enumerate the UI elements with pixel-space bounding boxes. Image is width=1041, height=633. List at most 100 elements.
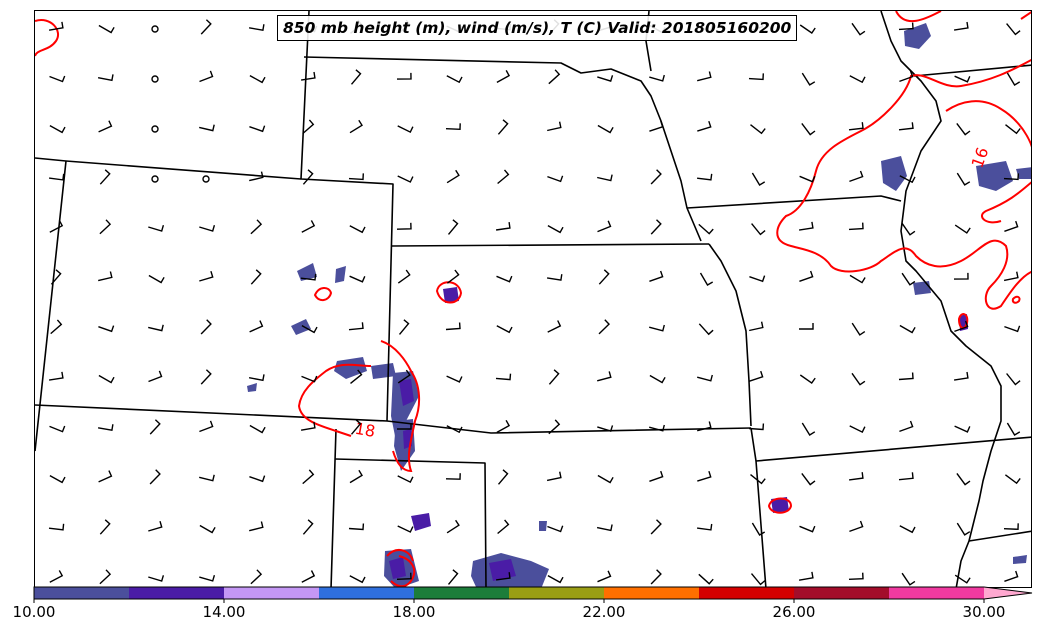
wind-barb — [302, 469, 315, 485]
wind-barb — [953, 21, 969, 31]
boundary-line — [708, 243, 752, 427]
wind-barb — [801, 72, 816, 86]
wind-barb — [697, 421, 712, 432]
wind-barb — [546, 471, 562, 482]
wind-barb — [497, 519, 510, 535]
map-panel: 16 18 — [34, 10, 1032, 588]
wind-barb — [851, 322, 866, 336]
wind-barb — [349, 119, 363, 134]
wind-barb — [1006, 373, 1021, 386]
wind-barb — [50, 319, 63, 335]
wind-barb — [397, 423, 412, 430]
wind-barb — [199, 70, 214, 83]
wind-barb — [848, 222, 864, 231]
shaded-area — [1013, 555, 1027, 564]
temperature-contour — [380, 340, 421, 473]
colorbar-tick-label: 22.00 — [582, 603, 626, 621]
boundary-line — [300, 11, 394, 422]
wind-barb — [953, 371, 969, 381]
wind-barb — [446, 425, 463, 434]
wind-barb — [649, 470, 664, 482]
wind-barb — [547, 121, 562, 132]
temperature-contour — [386, 549, 414, 562]
wind-barb — [956, 172, 971, 186]
wind-barb — [300, 71, 316, 81]
wind-barb — [798, 571, 814, 581]
wind-barb — [301, 324, 318, 334]
wind-barb — [148, 274, 165, 284]
wind-barb — [956, 472, 971, 486]
wind-barb — [650, 219, 662, 235]
wind-barb — [901, 222, 916, 236]
wind-barb — [548, 369, 560, 385]
wind-barb — [954, 320, 969, 333]
wind-barb — [49, 173, 65, 181]
calm-wind-marker — [202, 175, 210, 183]
wind-barb — [597, 174, 613, 182]
wind-barb — [349, 575, 366, 584]
wind-barb — [899, 525, 916, 534]
wind-barb — [1003, 523, 1019, 531]
wind-barb — [649, 74, 665, 82]
wind-barb — [250, 569, 263, 585]
wind-barb — [801, 472, 816, 486]
contour-label: 18 — [353, 419, 376, 441]
wind-barb — [397, 369, 411, 384]
colorbar-segment — [34, 587, 130, 599]
map-canvas: 16 18 — [35, 11, 1031, 587]
wind-barb — [1005, 124, 1021, 135]
wind-barb — [596, 524, 613, 532]
wind-barb — [956, 122, 971, 136]
wind-barb — [798, 221, 814, 231]
colorbar-segment — [129, 587, 225, 599]
shaded-area — [389, 557, 406, 579]
wind-barb — [249, 171, 264, 182]
wind-barb — [446, 269, 460, 284]
wind-barb — [750, 474, 766, 485]
wind-barb — [1004, 325, 1021, 333]
wind-barb — [697, 120, 712, 132]
wind-barb — [199, 574, 216, 582]
wind-barb — [698, 323, 714, 336]
wind-barb — [302, 519, 314, 535]
wind-barb — [445, 322, 461, 331]
boundary-line — [913, 64, 1031, 77]
colorbar-tick-label: 26.00 — [772, 603, 816, 621]
wind-barb — [697, 71, 712, 82]
wind-barb — [495, 373, 512, 381]
wind-barb — [445, 123, 461, 131]
wind-barb — [548, 69, 561, 85]
wind-barb — [649, 424, 665, 432]
wind-barb — [98, 374, 115, 384]
wind-barb — [698, 223, 714, 235]
wind-barb — [397, 175, 414, 183]
wind-barb — [848, 572, 864, 580]
wind-barb — [751, 172, 766, 186]
wind-barb — [750, 573, 766, 586]
wind-barb — [956, 522, 971, 536]
wind-barb — [248, 24, 265, 32]
wind-barb — [547, 574, 564, 584]
wind-barb — [148, 521, 163, 532]
wind-barb — [849, 75, 866, 84]
shaded-area — [443, 287, 459, 303]
wind-barb — [396, 72, 412, 80]
wind-barb — [97, 74, 114, 82]
wind-barb — [801, 422, 816, 436]
wind-barb — [148, 324, 164, 332]
boundary-line — [334, 458, 487, 587]
wind-barb — [50, 269, 62, 285]
wind-barb — [397, 125, 414, 134]
temperature-contour — [981, 181, 1031, 224]
colorbar-segment — [794, 587, 890, 599]
shaded-area — [334, 357, 367, 379]
wind-barb — [446, 75, 463, 84]
wind-barb — [898, 372, 914, 381]
wind-barb — [953, 272, 969, 280]
wind-barb — [302, 169, 314, 185]
wind-barb — [1003, 173, 1019, 181]
wind-barb — [697, 523, 713, 531]
wind-barb — [300, 421, 316, 431]
wind-barb — [749, 275, 766, 283]
wind-barb — [799, 175, 816, 183]
